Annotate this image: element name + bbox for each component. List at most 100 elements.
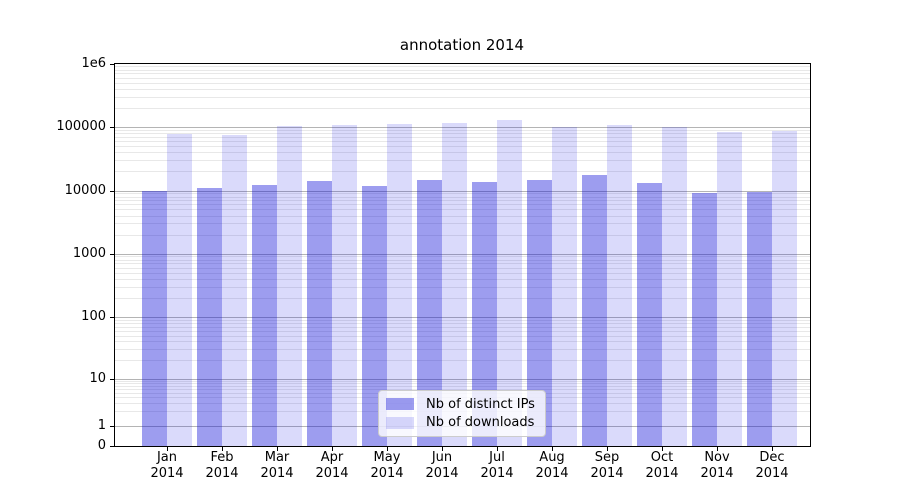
minor-gridline [115, 267, 810, 269]
minor-gridline [115, 209, 810, 211]
bar-distinct-ips-nov [692, 193, 717, 446]
legend-swatch-distinct-ips [386, 398, 414, 411]
minor-gridline [115, 272, 810, 274]
right-spine [810, 63, 811, 447]
minor-gridline [115, 88, 810, 90]
x-tick-label: Jun 2014 [425, 450, 459, 481]
minor-gridline [115, 196, 810, 198]
bar-distinct-ips-feb [197, 188, 222, 446]
bar-downloads-jan [167, 133, 192, 446]
major-gridline [115, 253, 810, 255]
legend-entry-distinct-ips: Nb of distinct IPs [386, 397, 538, 412]
legend-swatch-downloads [386, 416, 414, 429]
minor-gridline [115, 152, 810, 154]
x-tick-mark [167, 447, 168, 451]
minor-gridline [115, 319, 810, 321]
left-spine [114, 63, 115, 447]
bar-downloads-sep [607, 124, 632, 446]
minor-gridline [115, 215, 810, 217]
x-tick-label: Oct 2014 [645, 450, 679, 481]
x-tick-label: Sep 2014 [590, 450, 624, 481]
y-tick-mark [110, 127, 114, 128]
minor-gridline [115, 256, 810, 258]
x-tick-mark [332, 447, 333, 451]
x-tick-label: Jul 2014 [480, 450, 514, 481]
bar-distinct-ips-jan [142, 191, 167, 446]
minor-gridline [115, 136, 810, 138]
minor-gridline [115, 66, 810, 68]
legend-entry-downloads: Nb of downloads [386, 415, 538, 430]
bar-downloads-dec [772, 130, 797, 446]
bar-distinct-ips-mar [252, 184, 277, 446]
x-tick-label: Dec 2014 [755, 450, 789, 481]
y-tick-mark [110, 317, 114, 318]
x-tick-mark [277, 447, 278, 451]
bottom-spine [114, 446, 811, 447]
x-tick-label: Jan 2014 [150, 450, 184, 481]
major-gridline [115, 127, 810, 128]
x-tick-label: Aug 2014 [535, 450, 569, 481]
y-tick-mark [110, 446, 114, 447]
minor-gridline [115, 223, 810, 225]
minor-gridline [115, 77, 810, 79]
x-tick-mark [222, 447, 223, 451]
x-tick-label: Nov 2014 [700, 450, 734, 481]
minor-gridline [115, 330, 810, 332]
minor-gridline [115, 107, 810, 109]
y-tick-label: 100000 [56, 119, 106, 134]
major-gridline [115, 317, 810, 318]
x-tick-mark [442, 447, 443, 451]
minor-gridline [115, 193, 810, 195]
minor-gridline [115, 297, 810, 299]
minor-gridline [115, 82, 810, 84]
minor-gridline [115, 349, 810, 351]
minor-gridline [115, 380, 810, 382]
x-tick-mark [497, 447, 498, 451]
top-spine [114, 63, 811, 64]
minor-gridline [115, 383, 810, 385]
bar-downloads-aug [552, 127, 577, 446]
x-tick-label: Mar 2014 [260, 450, 294, 481]
x-tick-mark [552, 447, 553, 451]
legend-label-downloads: Nb of downloads [426, 415, 535, 431]
minor-gridline [115, 335, 810, 337]
bar-downloads-mar [277, 126, 302, 446]
y-tick-mark [110, 378, 114, 380]
minor-gridline [115, 388, 810, 390]
bar-downloads-oct [662, 126, 687, 446]
y-tick-mark [110, 253, 114, 255]
bar-downloads-nov [717, 131, 742, 446]
bar-distinct-ips-sep [582, 175, 607, 446]
minor-gridline [115, 129, 810, 131]
chart-title: annotation 2014 [399, 36, 525, 54]
bar-downloads-apr [332, 125, 357, 446]
minor-gridline [115, 96, 810, 98]
y-tick-label: 1000 [72, 245, 106, 261]
x-tick-mark [717, 447, 718, 451]
legend-label-distinct-ips: Nb of distinct IPs [426, 396, 535, 412]
minor-gridline [115, 326, 810, 328]
y-tick-label: 1 [97, 417, 106, 433]
y-tick-label: 10000 [64, 182, 106, 198]
minor-gridline [115, 234, 810, 236]
bar-distinct-ips-apr [307, 181, 332, 446]
legend: Nb of distinct IPs Nb of downloads [378, 390, 546, 437]
minor-gridline [115, 146, 810, 148]
minor-gridline [115, 278, 810, 280]
minor-gridline [115, 204, 810, 206]
bar-downloads-feb [222, 134, 247, 446]
y-tick-label: 100 [81, 309, 106, 324]
minor-gridline [115, 73, 810, 75]
y-tick-label: 0 [97, 438, 106, 453]
x-tick-mark [662, 447, 663, 451]
minor-gridline [115, 160, 810, 162]
y-tick-mark [110, 63, 114, 65]
minor-gridline [115, 385, 810, 387]
minor-gridline [115, 171, 810, 173]
bar-distinct-ips-dec [747, 192, 772, 446]
y-tick-mark [110, 190, 114, 192]
major-gridline [115, 378, 810, 380]
y-tick-mark [110, 425, 114, 427]
minor-gridline [115, 263, 810, 265]
